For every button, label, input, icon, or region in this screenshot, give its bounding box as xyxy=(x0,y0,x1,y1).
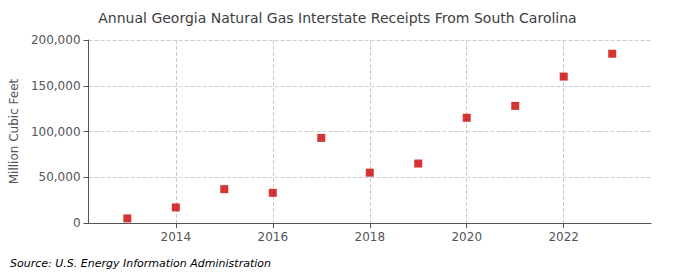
svg-text:0: 0 xyxy=(73,216,81,230)
svg-text:150,000: 150,000 xyxy=(31,79,81,93)
svg-text:2016: 2016 xyxy=(258,230,289,244)
svg-text:2022: 2022 xyxy=(548,230,579,244)
svg-text:200,000: 200,000 xyxy=(31,33,81,47)
svg-text:Source: U.S. Energy Informatio: Source: U.S. Energy Information Administ… xyxy=(10,257,271,270)
svg-text:2014: 2014 xyxy=(161,230,192,244)
svg-text:50,000: 50,000 xyxy=(39,170,81,184)
svg-text:Annual Georgia Natural Gas Int: Annual Georgia Natural Gas Interstate Re… xyxy=(98,10,576,26)
svg-text:2018: 2018 xyxy=(354,230,385,244)
svg-text:100,000: 100,000 xyxy=(31,125,81,139)
svg-text:2020: 2020 xyxy=(451,230,482,244)
svg-text:Million Cubic Feet: Million Cubic Feet xyxy=(7,78,21,184)
